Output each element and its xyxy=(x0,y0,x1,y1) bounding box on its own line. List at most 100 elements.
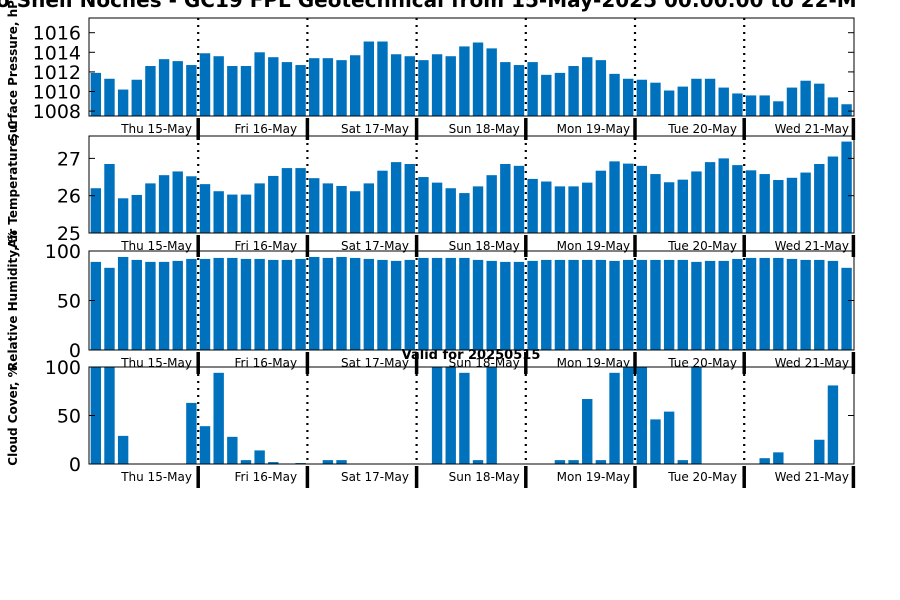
bar xyxy=(650,419,661,464)
bar xyxy=(472,259,484,350)
bar xyxy=(677,86,688,116)
bar xyxy=(377,41,388,116)
day-label: Sun 18-May xyxy=(449,470,520,484)
bar xyxy=(472,42,484,116)
bar xyxy=(418,177,429,233)
bar xyxy=(554,259,566,350)
bar xyxy=(131,79,142,116)
bar xyxy=(472,186,484,233)
bar xyxy=(390,260,402,350)
bar xyxy=(240,194,252,233)
day-label: Mon 19-May xyxy=(557,122,631,136)
bar xyxy=(800,172,811,233)
day-label: Mon 19-May xyxy=(557,470,631,484)
y-tick-label: 0 xyxy=(69,340,81,362)
bar xyxy=(186,258,197,350)
bar xyxy=(759,95,770,116)
bar xyxy=(773,452,784,464)
bar xyxy=(786,258,798,350)
bar xyxy=(609,372,620,464)
bar xyxy=(459,372,470,464)
bar xyxy=(841,104,852,116)
bar xyxy=(431,54,443,116)
bar xyxy=(199,426,211,464)
bar xyxy=(268,57,279,116)
bar xyxy=(554,460,566,464)
bar xyxy=(104,163,115,233)
bar xyxy=(718,158,729,233)
bar xyxy=(131,259,142,350)
day-label: Wed 21-May xyxy=(775,239,849,253)
bar xyxy=(554,186,566,233)
panel-3: 0 50 100 Relative Humidity, % Thu 15-May Fri … xyxy=(6,230,856,374)
y-tick-label: 50 xyxy=(57,291,81,313)
bar xyxy=(759,257,770,350)
bar xyxy=(445,257,456,350)
bar xyxy=(390,54,402,116)
day-label: Sun 18-May xyxy=(449,239,520,253)
bar xyxy=(691,78,702,116)
bar xyxy=(759,174,770,233)
bar xyxy=(745,95,757,116)
bar xyxy=(90,261,102,350)
bar xyxy=(691,367,702,464)
bar xyxy=(213,257,224,350)
y-axis-label: Air Temperature, C xyxy=(6,121,20,249)
plot-area-frame xyxy=(88,17,855,117)
y-tick-label: 50 xyxy=(57,406,81,428)
bar xyxy=(773,180,784,233)
bar xyxy=(814,439,825,464)
day-label: Tue 20-May xyxy=(667,239,737,253)
bar xyxy=(636,165,648,233)
bar xyxy=(445,188,456,233)
day-label: Thu 15-May xyxy=(120,470,192,484)
bar xyxy=(186,176,197,233)
day-label: Thu 15-May xyxy=(120,356,192,370)
bar xyxy=(636,259,648,350)
bar xyxy=(213,372,224,464)
bar xyxy=(541,259,552,350)
bar xyxy=(841,141,852,233)
bar xyxy=(309,58,320,116)
bar xyxy=(117,435,129,464)
bar xyxy=(691,171,702,233)
chart-title: o Shell Noches - GC19 FPL Geotechnical f… xyxy=(0,0,857,12)
bar xyxy=(158,59,170,116)
day-label: Sat 17-May xyxy=(341,356,409,370)
bar xyxy=(240,66,252,116)
bar xyxy=(568,460,579,464)
bar xyxy=(582,399,593,464)
day-label: Fri 16-May xyxy=(235,470,298,484)
day-label: Tue 20-May xyxy=(667,470,737,484)
bar xyxy=(363,258,375,350)
bar xyxy=(90,188,102,233)
bar xyxy=(677,259,688,350)
bar xyxy=(117,89,129,116)
bar xyxy=(363,183,375,233)
bar xyxy=(704,260,716,350)
panel-4: 0 50 100 Cloud Cover, % Thu 15-May Fri 16-May… xyxy=(6,357,856,488)
bar xyxy=(814,163,825,233)
bar xyxy=(117,198,129,233)
bar xyxy=(800,80,811,116)
y-tick-label: 1010 xyxy=(33,82,81,104)
bar xyxy=(622,259,634,350)
y-tick-label: 1008 xyxy=(33,101,81,123)
bar xyxy=(445,56,456,116)
y-tick-label: 26 xyxy=(57,186,81,208)
bar xyxy=(595,259,607,350)
bar xyxy=(336,256,347,350)
bar xyxy=(459,193,470,233)
bar xyxy=(691,261,702,350)
bar xyxy=(486,367,497,464)
bar xyxy=(732,258,743,350)
bar xyxy=(500,163,511,233)
bar xyxy=(145,183,156,233)
bar xyxy=(759,458,770,464)
bar xyxy=(199,258,211,350)
bar xyxy=(213,191,224,233)
bar xyxy=(786,177,798,233)
bar xyxy=(827,385,839,464)
